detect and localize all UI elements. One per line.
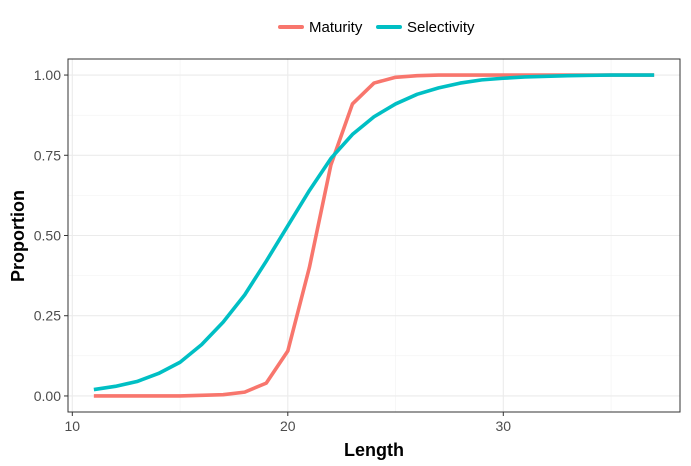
y-tick-label: 0.25 bbox=[34, 308, 61, 324]
y-axis: 0.00 0.25 0.50 0.75 1.00 bbox=[34, 67, 68, 404]
y-tick-label: 0.00 bbox=[34, 388, 61, 404]
y-tick-label: 0.75 bbox=[34, 147, 61, 163]
y-tick-label: 1.00 bbox=[34, 67, 61, 83]
x-axis-title: Length bbox=[344, 440, 404, 460]
legend-label-maturity: Maturity bbox=[309, 19, 363, 36]
x-tick-label: 20 bbox=[280, 418, 296, 434]
x-tick-label: 30 bbox=[496, 418, 512, 434]
series-line-selectivity bbox=[93, 73, 655, 392]
y-axis-title: Proportion bbox=[8, 190, 28, 282]
x-axis: 10 20 30 bbox=[65, 412, 512, 434]
legend-label-selectivity: Selectivity bbox=[407, 19, 475, 36]
series-layer bbox=[93, 73, 655, 398]
legend: Maturity Selectivity bbox=[278, 19, 475, 36]
x-tick-label: 10 bbox=[65, 418, 81, 434]
y-tick-label: 0.50 bbox=[34, 228, 61, 244]
